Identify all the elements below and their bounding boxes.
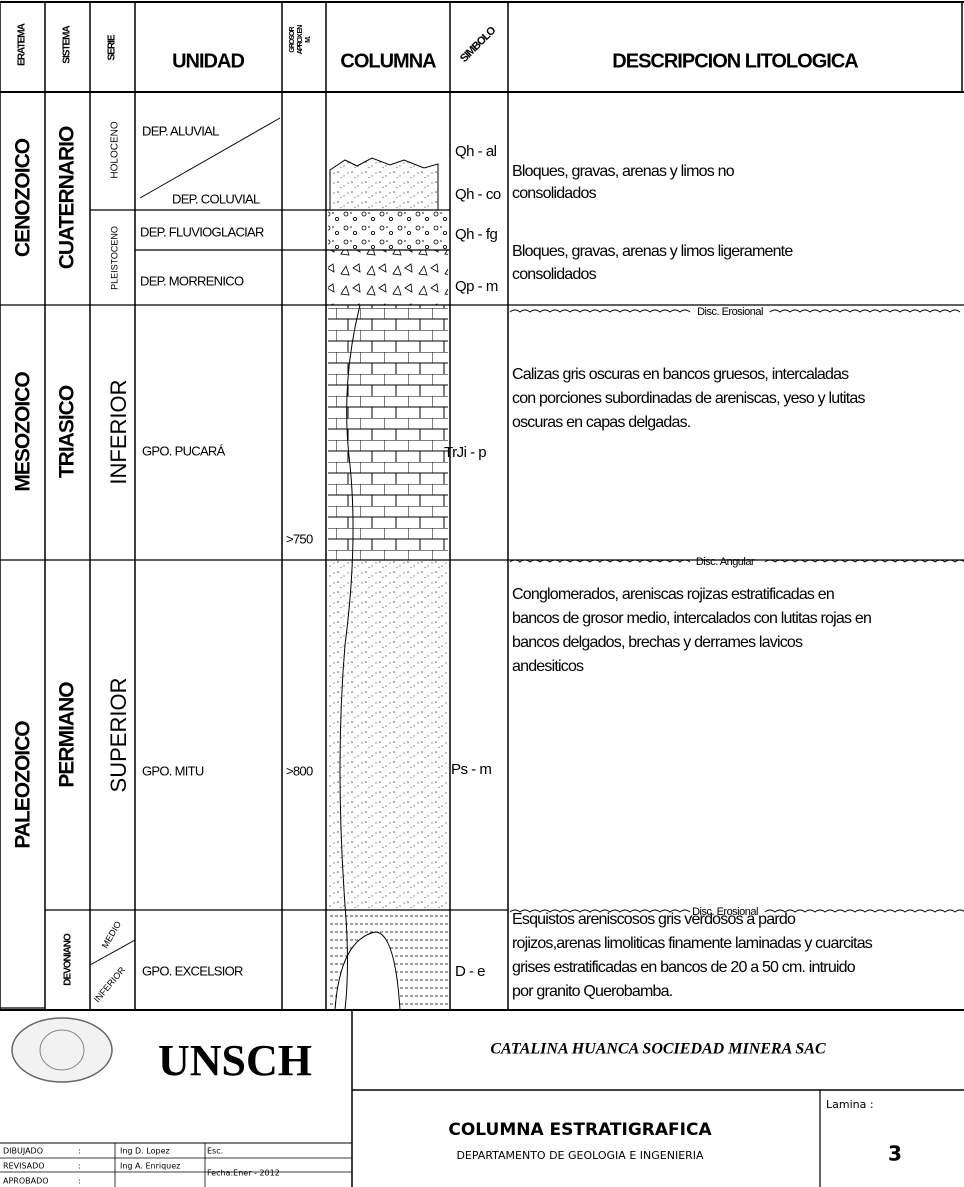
descripcion: por granito Querobamba. — [512, 983, 672, 1000]
weathering-profile — [339, 304, 361, 1011]
signature-cell: DIBUJADO — [3, 1147, 43, 1156]
unidad: GPO. MITU — [142, 763, 204, 778]
rule — [139, 117, 281, 199]
column-pucara — [328, 305, 448, 560]
descripcion: Esquistos areniscosos gris verdosos a pa… — [512, 911, 796, 928]
signature-cell: Ing A. Enriquez — [120, 1162, 180, 1171]
descripcion: oscuras en capas delgadas. — [512, 414, 690, 431]
simbolo: Qp - m — [455, 278, 498, 295]
descripcion: consolidados — [512, 185, 597, 202]
unconformity-line — [509, 559, 691, 563]
eratema: CENOZOICO — [12, 138, 35, 257]
descripcion: rojizos,arenas limoliticas finamente lam… — [512, 935, 873, 952]
simbolo: Qh - co — [455, 186, 501, 203]
header-serie: SERIE — [107, 34, 118, 60]
unidad: DEP. ALUVIAL — [142, 123, 219, 138]
unconformity-line — [764, 559, 964, 563]
signature-cell: Ing D. Lopez — [120, 1147, 170, 1156]
descripcion: Bloques, gravas, arenas y limos ligerame… — [512, 243, 793, 260]
header-columna: COLUMNA — [340, 50, 436, 72]
header-grosor: APROX EN — [297, 25, 304, 55]
sistema: PERMIANO — [56, 682, 79, 788]
serie: PLEISTOCENO — [109, 226, 119, 290]
descripcion: Conglomerados, areniscas rojizas estrati… — [512, 586, 834, 603]
unconformity-line — [769, 309, 961, 313]
granite-intrusion — [334, 931, 401, 1011]
signature-cell: : — [78, 1162, 81, 1171]
discordancia: Disc. Erosional — [692, 906, 758, 918]
header-grosor: M. — [305, 36, 312, 43]
signature-cell: : — [78, 1177, 81, 1186]
simbolo: D - e — [455, 963, 485, 980]
eratema: MESOZOICO — [12, 372, 35, 492]
serie: INFERIOR — [106, 379, 131, 484]
serie: HOLOCENO — [110, 121, 121, 178]
signature-cell: APROBADO — [3, 1177, 49, 1186]
descripcion: Calizas gris oscuras en bancos gruesos, … — [512, 366, 849, 383]
company: CATALINA HUANCA SOCIEDAD MINERA SAC — [490, 1041, 826, 1058]
column-mitu — [328, 560, 448, 910]
signature-cell: Esc. — [207, 1147, 223, 1156]
unidad: DEP. FLUVIOGLACIAR — [140, 224, 264, 239]
header-unidad: UNIDAD — [172, 50, 244, 72]
rule — [89, 939, 136, 966]
header-simbolo: SIMBOLO — [458, 24, 499, 65]
signature-cell: : — [78, 1147, 81, 1156]
sistema: DEVONIANO — [63, 933, 74, 986]
header-grosor: GROSOR — [289, 27, 296, 53]
descripcion: Bloques, gravas, arenas y limos no — [512, 163, 735, 180]
sistema: TRIASICO — [56, 385, 79, 478]
descripcion: bancos delgados, brechas y derrames lavi… — [512, 634, 803, 651]
simbolo: TrJi - p — [444, 444, 486, 461]
serie: INFERIOR — [92, 965, 128, 1005]
unconformity-line — [764, 909, 964, 913]
signature-cell: Fecha:Ener - 2012 — [207, 1169, 280, 1178]
simbolo: Ps - m — [451, 761, 491, 778]
grosor: >800 — [286, 763, 313, 778]
header-descripcion: DESCRIPCION LITOLOGICA — [612, 50, 858, 72]
unidad: DEP. MORRENICO — [140, 273, 244, 288]
logo-emblem — [11, 1017, 113, 1083]
department: DEPARTAMENTO DE GEOLOGIA E INGENIERIA — [456, 1149, 704, 1162]
discordancia: Disc. Erosional — [697, 306, 763, 318]
descripcion: grises estratificadas en bancos de 20 a … — [512, 959, 856, 976]
serie: SUPERIOR — [106, 678, 131, 793]
descripcion: consolidados — [512, 266, 597, 283]
header-eratema: ERATEMA — [17, 23, 28, 65]
simbolo: Qh - fg — [455, 226, 498, 243]
unconformity-line — [509, 309, 691, 313]
logo-emblem-inner — [39, 1029, 85, 1071]
column-aluvial — [329, 157, 439, 211]
sheet-number: 3 — [888, 1142, 902, 1166]
sheet-title: COLUMNA ESTRATIGRAFICA — [448, 1120, 712, 1140]
sistema: CUATERNARIO — [56, 126, 79, 269]
serie: MEDIO — [100, 919, 123, 950]
grosor: >750 — [286, 531, 313, 546]
sheet-label: Lamina : — [826, 1098, 874, 1111]
header-sistema: SISTEMA — [62, 26, 73, 64]
column-fluvioglaciar — [328, 210, 448, 250]
logo-text: UNSCH — [158, 1036, 312, 1085]
discordancia: Disc. Angular — [696, 556, 755, 568]
simbolo: Qh - al — [455, 143, 497, 160]
descripcion: con porciones subordinadas de areniscas,… — [512, 390, 865, 407]
column-morrenico — [328, 250, 448, 305]
unidad: GPO. PUCARÁ — [142, 443, 226, 458]
descripcion: bancos de grosor medio, intercalados con… — [512, 610, 871, 627]
unconformity-line — [509, 909, 691, 913]
eratema: PALEOZOICO — [12, 721, 35, 849]
unidad: GPO. EXCELSIOR — [142, 963, 243, 978]
signature-cell: REVISADO — [3, 1162, 45, 1171]
descripcion: andesiticos — [512, 658, 584, 675]
unidad: DEP. COLUVIAL — [172, 191, 260, 206]
